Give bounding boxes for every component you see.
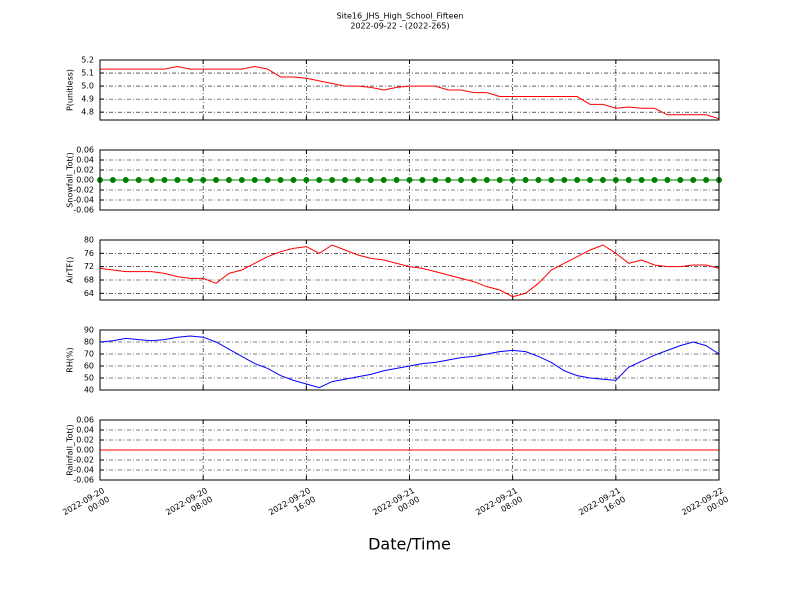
y-tick-label: 68: [84, 276, 94, 285]
data-point: [509, 177, 516, 183]
data-point: [651, 177, 658, 183]
y-tick-label: 5.0: [81, 82, 94, 91]
data-line: [100, 66, 720, 120]
plot-frame: [99, 419, 720, 481]
plot-frame: [99, 239, 720, 301]
data-point: [200, 177, 207, 183]
y-tick-label: 64: [84, 289, 94, 298]
y-tick-label: 90: [84, 326, 94, 335]
y-tick-label: 4.8: [81, 108, 94, 117]
data-point: [354, 177, 361, 183]
data-point: [380, 177, 387, 183]
data-point: [174, 177, 181, 183]
data-point: [599, 177, 606, 183]
data-point: [458, 177, 465, 183]
data-point: [561, 177, 568, 183]
data-point: [393, 177, 400, 183]
data-point: [290, 177, 297, 183]
data-point: [470, 177, 477, 183]
y-tick-label: -0.04: [73, 466, 94, 475]
data-point: [148, 177, 155, 183]
chart-subtitle: 2022-09-22 - (2022-265): [350, 22, 449, 31]
data-point: [574, 177, 581, 183]
data-point: [419, 177, 426, 183]
y-tick-label: 40: [84, 386, 94, 395]
data-point: [612, 177, 619, 183]
plot-frame: [99, 59, 720, 121]
data-point: [587, 177, 594, 183]
data-point: [187, 177, 194, 183]
data-point: [483, 177, 490, 183]
data-point: [238, 177, 245, 183]
data-point: [277, 177, 284, 183]
data-point: [535, 177, 542, 183]
y-tick-label: 72: [84, 262, 94, 271]
plot-frame: [99, 149, 720, 211]
data-point: [122, 177, 129, 183]
data-point: [625, 177, 632, 183]
y-tick-label: -0.06: [73, 206, 94, 215]
y-tick-label: 5.2: [81, 56, 94, 65]
y-tick-label: 0.00: [76, 176, 94, 185]
y-tick-label: 50: [84, 374, 94, 383]
y-tick-label: 0.06: [76, 146, 94, 155]
data-point: [329, 177, 336, 183]
plot-frame: [99, 329, 720, 391]
y-tick-label: 0.04: [76, 156, 94, 165]
data-point: [522, 177, 529, 183]
data-point: [548, 177, 555, 183]
data-point: [109, 177, 116, 183]
data-point: [677, 177, 684, 183]
data-point: [161, 177, 168, 183]
data-line: [99, 335, 720, 389]
y-tick-label: 60: [84, 362, 94, 371]
y-axis-label: Snowfall_Tot(): [66, 152, 75, 208]
y-tick-label: 0.02: [76, 436, 94, 445]
y-tick-label: -0.04: [73, 196, 94, 205]
data-point: [303, 177, 310, 183]
y-axis-label: RH(%): [66, 347, 75, 372]
x-axis-label: Date/Time: [368, 535, 451, 554]
data-point: [406, 177, 413, 183]
y-tick-label: 5.1: [81, 69, 94, 78]
data-point: [264, 177, 271, 183]
y-tick-label: 70: [84, 350, 94, 359]
y-tick-label: 0.04: [76, 426, 94, 435]
data-point: [367, 177, 374, 183]
y-tick-label: -0.02: [73, 186, 94, 195]
y-tick-label: 0.00: [76, 446, 94, 455]
y-tick-label: 0.02: [76, 166, 94, 175]
y-tick-label: 4.9: [81, 95, 94, 104]
data-point: [496, 177, 503, 183]
data-point: [225, 177, 232, 183]
data-point: [445, 177, 452, 183]
y-tick-label: -0.02: [73, 456, 94, 465]
y-axis-label: Rainfall_Tot(): [66, 424, 75, 476]
y-tick-label: 80: [84, 338, 94, 347]
data-point: [703, 177, 710, 183]
data-point: [664, 177, 671, 183]
y-axis-label: AirTF(): [66, 257, 75, 284]
data-point: [251, 177, 258, 183]
y-tick-label: 0.06: [76, 416, 94, 425]
data-point: [638, 177, 645, 183]
y-axis-label: P(unitless): [66, 69, 75, 111]
y-tick-label: 80: [84, 236, 94, 245]
data-point: [342, 177, 349, 183]
data-point: [690, 177, 697, 183]
chart-title: Site16_JHS_High_School_Fifteen: [337, 12, 464, 21]
data-line: [99, 244, 720, 298]
data-point: [213, 177, 220, 183]
data-point: [432, 177, 439, 183]
data-point: [316, 177, 323, 183]
data-point: [135, 177, 142, 183]
y-tick-label: 76: [84, 249, 94, 258]
y-tick-label: -0.06: [73, 476, 94, 485]
